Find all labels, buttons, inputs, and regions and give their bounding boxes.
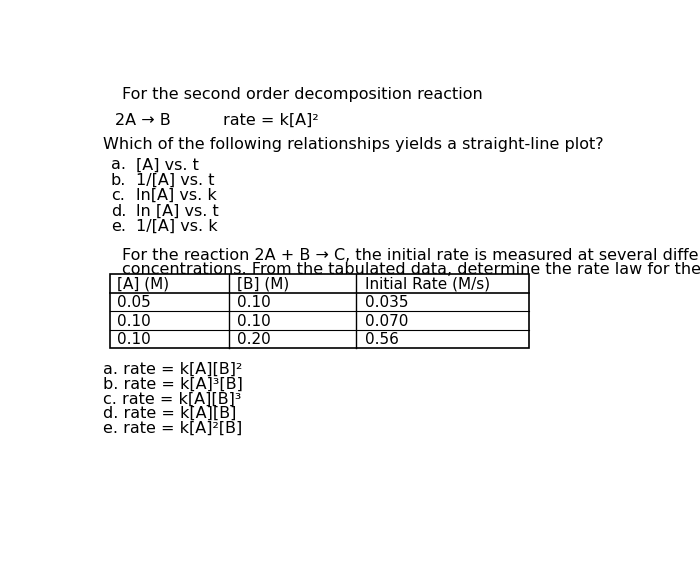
Text: ln[A] vs. k: ln[A] vs. k bbox=[136, 188, 216, 203]
Text: 0.10: 0.10 bbox=[237, 295, 271, 310]
Text: 1/[A] vs. t: 1/[A] vs. t bbox=[136, 173, 214, 188]
Text: 0.10: 0.10 bbox=[117, 332, 150, 347]
Text: [A] (M): [A] (M) bbox=[117, 277, 169, 292]
Text: c.: c. bbox=[111, 188, 125, 203]
Text: e.: e. bbox=[111, 219, 126, 234]
Text: 0.035: 0.035 bbox=[365, 295, 409, 310]
Text: 0.10: 0.10 bbox=[237, 314, 271, 329]
Text: d. rate = k[A][B]: d. rate = k[A][B] bbox=[103, 406, 237, 421]
Text: a. rate = k[A][B]²: a. rate = k[A][B]² bbox=[103, 362, 242, 377]
Text: Which of the following relationships yields a straight-line plot?: Which of the following relationships yie… bbox=[103, 137, 603, 153]
Text: [A] vs. t: [A] vs. t bbox=[136, 157, 198, 172]
Text: ln [A] vs. t: ln [A] vs. t bbox=[136, 204, 218, 219]
Text: 1/[A] vs. k: 1/[A] vs. k bbox=[136, 219, 217, 234]
Text: rate = k[A]²: rate = k[A]² bbox=[223, 113, 318, 128]
Text: 0.070: 0.070 bbox=[365, 314, 408, 329]
Text: a.: a. bbox=[111, 157, 126, 172]
Text: b. rate = k[A]³[B]: b. rate = k[A]³[B] bbox=[103, 377, 243, 392]
Text: For the second order decomposition reaction: For the second order decomposition react… bbox=[122, 86, 483, 102]
Text: d.: d. bbox=[111, 204, 126, 219]
Text: concentrations. From the tabulated data, determine the rate law for the reaction: concentrations. From the tabulated data,… bbox=[122, 262, 700, 277]
Bar bbox=[110, 274, 529, 349]
Text: e. rate = k[A]²[B]: e. rate = k[A]²[B] bbox=[103, 420, 242, 436]
Text: 0.10: 0.10 bbox=[117, 314, 150, 329]
Text: b.: b. bbox=[111, 173, 126, 188]
Text: Initial Rate (M/s): Initial Rate (M/s) bbox=[365, 277, 490, 292]
Text: 0.56: 0.56 bbox=[365, 332, 399, 347]
Text: c. rate = k[A][B]³: c. rate = k[A][B]³ bbox=[103, 392, 242, 407]
Text: 0.20: 0.20 bbox=[237, 332, 271, 347]
Text: For the reaction 2A + B → C, the initial rate is measured at several different r: For the reaction 2A + B → C, the initial… bbox=[122, 248, 700, 263]
Text: [B] (M): [B] (M) bbox=[237, 277, 289, 292]
Text: 0.05: 0.05 bbox=[117, 295, 150, 310]
Text: 2A → B: 2A → B bbox=[115, 113, 170, 128]
